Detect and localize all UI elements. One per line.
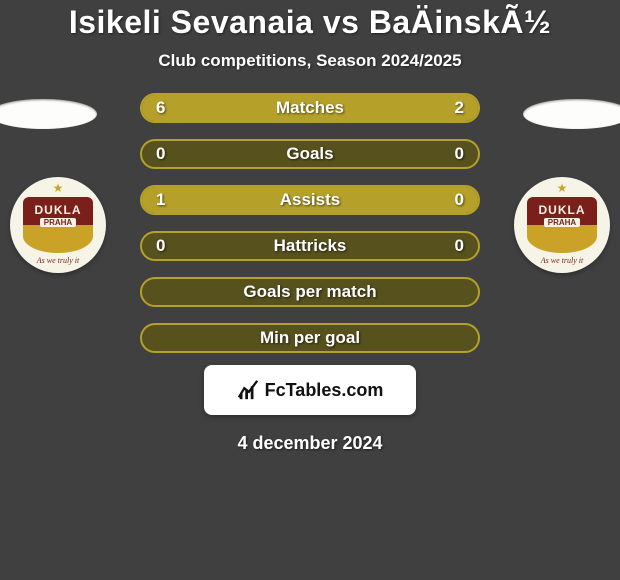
crest-mid-text: PRAHA [544, 218, 580, 227]
stat-row: 6 2 Matches [140, 93, 480, 123]
star-icon: ★ [53, 181, 64, 195]
stat-label: Matches [276, 98, 344, 118]
left-club-crest: ★ DUKLA PRAHA As we truly it [10, 177, 106, 273]
stat-label: Assists [280, 190, 340, 210]
stat-left-value: 0 [156, 236, 165, 256]
stat-left-value: 6 [156, 98, 165, 118]
crest-top-text: DUKLA [539, 203, 586, 217]
stat-row: Goals per match [140, 277, 480, 307]
left-player-column: ★ DUKLA PRAHA As we truly it [8, 99, 118, 273]
star-icon: ★ [557, 181, 568, 195]
crest-shield-icon: DUKLA PRAHA [527, 197, 597, 253]
crest-mid-text: PRAHA [40, 218, 76, 227]
stat-label: Goals per match [243, 282, 376, 302]
stat-row: Min per goal [140, 323, 480, 353]
stat-left-value: 0 [156, 144, 165, 164]
right-ellipse [523, 99, 620, 129]
stat-row: 1 0 Assists [140, 185, 480, 215]
crest-script: As we truly it [541, 256, 583, 265]
stat-right-value: 0 [455, 190, 464, 210]
right-club-crest: ★ DUKLA PRAHA As we truly it [514, 177, 610, 273]
stat-fill-left [142, 95, 394, 121]
left-ellipse [0, 99, 97, 129]
crest-shield-icon: DUKLA PRAHA [23, 197, 93, 253]
crest-top-text: DUKLA [35, 203, 82, 217]
stat-left-value: 1 [156, 190, 165, 210]
stat-bars: 6 2 Matches 0 0 Goals 1 0 Assists 0 0 Hattricks Goal… [140, 93, 480, 353]
stat-right-value: 0 [455, 236, 464, 256]
right-player-column: ★ DUKLA PRAHA As we truly it [502, 99, 612, 273]
crest-script: As we truly it [37, 256, 79, 265]
stat-fill-right [394, 95, 478, 121]
source-text: FcTables.com [265, 380, 384, 401]
stat-row: 0 0 Goals [140, 139, 480, 169]
date-text: 4 december 2024 [0, 433, 620, 454]
main-layout: ★ DUKLA PRAHA As we truly it 62Matches00… [0, 93, 620, 353]
chart-icon [237, 379, 259, 401]
subtitle: Club competitions, Season 2024/2025 [0, 51, 620, 71]
page-title: Isikeli Sevanaia vs BaÄinskÃ½ [0, 0, 620, 41]
stat-label: Goals [286, 144, 333, 164]
source-badge[interactable]: FcTables.com [204, 365, 416, 415]
stat-label: Min per goal [260, 328, 360, 348]
stat-right-value: 0 [455, 144, 464, 164]
stat-right-value: 2 [455, 98, 464, 118]
stat-label: Hattricks [274, 236, 347, 256]
comparison-card: Isikeli Sevanaia vs BaÄinskÃ½ Club compe… [0, 0, 620, 580]
stat-row: 0 0 Hattricks [140, 231, 480, 261]
